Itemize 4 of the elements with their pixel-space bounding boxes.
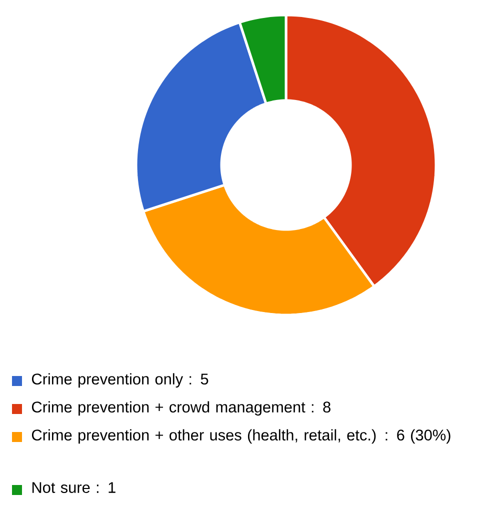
legend-label: Crime prevention only : 5 (32, 373, 208, 388)
legend-label: Crime prevention + other uses (health, retail, etc.) : 6 (30%) (32, 429, 450, 444)
legend-label: Crime prevention + crowd management : 8 (32, 401, 330, 416)
legend-label: Not sure : 1 (32, 482, 116, 493)
